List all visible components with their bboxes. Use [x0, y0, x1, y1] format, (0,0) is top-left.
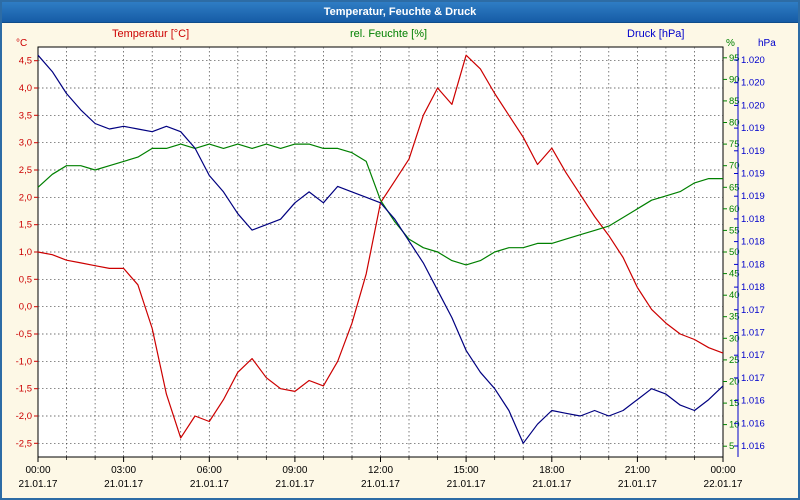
temp-tick-label: 3,5 [19, 110, 32, 121]
temp-tick-label: 4,0 [19, 83, 32, 94]
humidity-tick-label: 40 [729, 290, 740, 301]
temp-tick-label: -2,0 [16, 411, 32, 422]
x-date-label: 21.01.17 [361, 479, 400, 490]
humidity-tick-label: 15 [729, 398, 740, 409]
temp-tick-label: 1,5 [19, 220, 32, 231]
temp-tick-label: 3,0 [19, 138, 32, 149]
x-tick-label: 18:00 [539, 465, 564, 476]
legend-pressure: Druck [hPa] [627, 28, 685, 40]
pressure-axis-unit: hPa [758, 38, 776, 49]
x-tick-label: 09:00 [282, 465, 307, 476]
x-date-label: 22.01.17 [704, 479, 743, 490]
x-date-label: 21.01.17 [104, 479, 143, 490]
window-title: Temperatur, Feuchte & Druck [323, 6, 477, 18]
x-date-label: 21.01.17 [532, 479, 571, 490]
humidity-tick-label: 70 [729, 161, 740, 172]
pressure-tick-label: 1.019 [741, 191, 765, 202]
x-date-label: 21.01.17 [190, 479, 229, 490]
x-tick-label: 03:00 [111, 465, 136, 476]
humidity-tick-label: 65 [729, 182, 740, 193]
pressure-tick-label: 1.017 [741, 305, 765, 316]
pressure-tick-label: 1.020 [741, 100, 765, 111]
x-date-label: 21.01.17 [19, 479, 58, 490]
legend-humidity: rel. Feuchte [%] [350, 28, 428, 40]
legend-temperature: Temperatur [°C] [112, 28, 190, 40]
pressure-tick-label: 1.020 [741, 78, 765, 89]
humidity-tick-label: 75 [729, 139, 740, 150]
pressure-tick-label: 1.016 [741, 441, 765, 452]
temp-tick-label: -1,0 [16, 356, 32, 367]
temp-tick-label: 4,5 [19, 56, 32, 67]
humidity-tick-label: 30 [729, 333, 740, 344]
humidity-tick-label: 20 [729, 377, 740, 388]
pressure-tick-label: 1.019 [741, 123, 765, 134]
humidity-tick-label: 45 [729, 269, 740, 280]
pressure-tick-label: 1.019 [741, 146, 765, 157]
temp-tick-label: -1,5 [16, 384, 32, 395]
pressure-tick-label: 1.017 [741, 373, 765, 384]
temp-tick-label: 2,5 [19, 165, 32, 176]
x-date-label: 21.01.17 [447, 479, 486, 490]
pressure-tick-label: 1.018 [741, 282, 765, 293]
humidity-tick-label: 85 [729, 96, 740, 107]
humidity-tick-label: 35 [729, 312, 740, 323]
temp-axis-unit: °C [16, 38, 28, 49]
pressure-tick-label: 1.020 [741, 55, 765, 66]
pressure-tick-label: 1.018 [741, 214, 765, 225]
humidity-tick-label: 95 [729, 53, 740, 64]
temp-tick-label: 0,0 [19, 302, 32, 313]
pressure-tick-label: 1.017 [741, 350, 765, 361]
temp-tick-label: 2,0 [19, 192, 32, 203]
humidity-tick-label: 10 [729, 420, 740, 431]
title-bar: Temperatur, Feuchte & Druck [2, 2, 798, 23]
humidity-tick-label: 60 [729, 204, 740, 215]
series-humidity [37, 143, 723, 266]
pressure-tick-label: 1.018 [741, 237, 765, 248]
humidity-tick-label: 80 [729, 118, 740, 129]
humidity-tick-label: 25 [729, 355, 740, 366]
series-pressure [37, 54, 724, 444]
pressure-tick-label: 1.019 [741, 169, 765, 180]
pressure-tick-label: 1.017 [741, 328, 765, 339]
humidity-axis-unit: % [726, 38, 735, 49]
humidity-tick-label: 5 [729, 441, 734, 452]
temp-tick-label: 0,5 [19, 274, 32, 285]
data-series [37, 54, 724, 444]
pressure-tick-label: 1.016 [741, 396, 765, 407]
axes: 00:00 21.01.17 03:00 21.01.17 06:00 21.01.17 0… [16, 47, 765, 490]
humidity-tick-label: 50 [729, 247, 740, 258]
humidity-tick-label: 55 [729, 225, 740, 236]
x-date-label: 21.01.17 [618, 479, 657, 490]
temp-tick-label: -2,5 [16, 438, 32, 449]
x-tick-label: 21:00 [625, 465, 650, 476]
pressure-tick-label: 1.018 [741, 259, 765, 270]
x-date-label: 21.01.17 [275, 479, 314, 490]
x-tick-label: 15:00 [454, 465, 479, 476]
x-tick-label: 00:00 [710, 465, 735, 476]
pressure-tick-label: 1.016 [741, 418, 765, 429]
humidity-tick-label: 90 [729, 74, 740, 85]
temp-tick-label: 1,0 [19, 247, 32, 258]
temp-tick-label: -0,5 [16, 329, 32, 340]
x-tick-label: 12:00 [368, 465, 393, 476]
x-tick-label: 00:00 [25, 465, 50, 476]
x-tick-label: 06:00 [197, 465, 222, 476]
